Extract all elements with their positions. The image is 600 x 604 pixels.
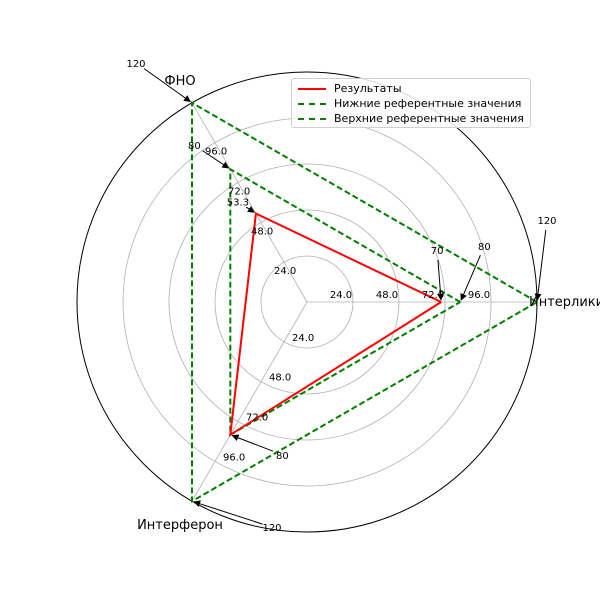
annotation-label: 120 [537,216,556,227]
annotation-arrow [460,254,481,301]
annotation-arrow [193,500,263,525]
radial-tick-label: 96.0 [205,147,227,158]
legend-item: Результаты [298,81,524,96]
series-line [229,211,442,437]
annotation-arrow [534,229,547,301]
series-line [191,101,538,503]
annotation-arrow [202,150,230,169]
radial-tick-label: 72.0 [246,413,268,424]
legend-item: Верхние референтные значения [298,111,524,126]
radial-tick-label: 24.0 [292,333,314,344]
annotation-label: 80 [188,141,201,152]
label-layer: 24.0 24.0 24.0 48.0 48.0 48.0 72.0 72.0 72.0 96.0… [137,74,600,533]
radial-tick-label: 72.0 [228,186,250,197]
annotation-arrow [231,434,274,452]
legend-label: Нижние референтные значения [334,97,522,110]
axis-label: Интерферон [137,518,223,533]
radial-tick-label: 48.0 [376,290,398,301]
annotation-arrow [143,68,191,103]
radial-tick-label: 48.0 [269,373,291,384]
annotation-layer: 70 80 120 53.3 80 120 80 120 [126,59,556,534]
legend: Результаты Нижние референтные значения В… [291,78,531,128]
grid-layer [76,71,538,533]
series-line [229,167,461,437]
legend-label: Верхние референтные значения [334,112,524,125]
legend-item: Нижние референтные значения [298,96,524,111]
annotation-arrow [245,206,255,213]
annotation-label: 80 [276,451,289,462]
legend-swatch [298,102,326,105]
radial-tick-label: 96.0 [223,452,245,463]
legend-label: Результаты [334,82,402,95]
radial-tick-label: 72.0 [422,290,444,301]
legend-swatch [298,117,326,120]
annotation-label: 53.3 [227,198,249,209]
grid-spoke [191,301,308,502]
radial-tick-label: 48.0 [251,226,273,237]
radial-tick-label: 24.0 [274,266,296,277]
annotation-label: 70 [431,246,444,257]
annotation-label: 80 [478,242,491,253]
radial-tick-label: 96.0 [468,290,490,301]
annotation-label: 120 [262,523,281,534]
series-layer [191,101,538,503]
annotation-arrow [437,259,445,301]
grid-spoke [191,102,308,303]
axis-label: Интерликин [529,295,600,310]
radial-tick-label: 24.0 [330,290,352,301]
axis-label: ФНО [164,74,195,89]
legend-swatch [298,87,326,90]
annotation-label: 120 [126,59,145,70]
